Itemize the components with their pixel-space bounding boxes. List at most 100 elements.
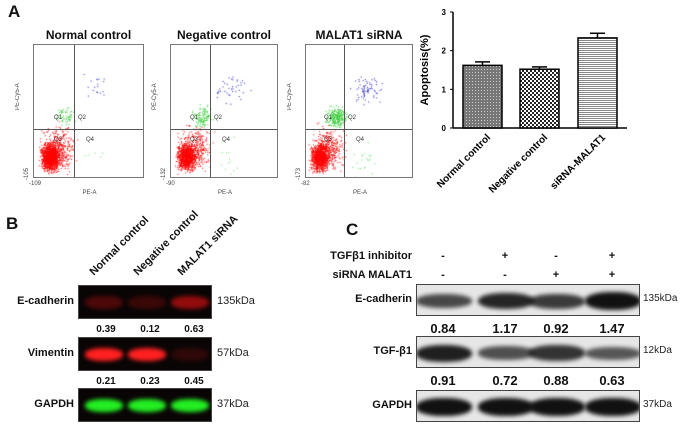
quadrant-gate-horizontal[interactable] (34, 129, 143, 130)
blot-c-quant-value: 0.63 (599, 373, 625, 388)
flow-y-axis-label: PE-Cy5-A (152, 83, 158, 110)
x-tick-label: Negative control (487, 132, 550, 195)
quadrant-gate-horizontal[interactable] (171, 129, 277, 130)
blot-c-row-label: TGF-β1 (373, 345, 413, 357)
protein-band (171, 296, 209, 309)
flow-y-axis-label: PE-Cy5-A (287, 83, 293, 110)
quadrant-label: Q3 (54, 137, 63, 143)
quadrant-label: Q4 (356, 137, 365, 143)
blot-c-kda-label: 12kDa (643, 345, 672, 356)
protein-band (128, 296, 166, 309)
flow-x-axis-label: PE-A (353, 190, 368, 196)
blot-b-gapdh-strip (78, 388, 212, 422)
blot-c-quant-value: 0.92 (543, 321, 569, 336)
y-tick-label: 3 (442, 8, 447, 17)
protein-band (529, 293, 585, 309)
protein-band (85, 296, 123, 309)
protein-band (85, 348, 123, 361)
quadrant-label: Q3 (324, 137, 333, 143)
blot-c-quant-value: 0.88 (543, 373, 569, 388)
blot-c-row-label: GAPDH (372, 399, 412, 411)
flow-scatter-plot: Q1 Q2 Q3 Q4 (305, 44, 413, 178)
protein-band (171, 399, 209, 412)
flow-x-min-tick: -82 (301, 181, 310, 187)
blot-c-strip (416, 284, 640, 316)
blot-b-kda-label: 37kDa (217, 398, 249, 410)
flow-y-min-tick: -173 (296, 167, 302, 180)
y-tick-label: 0 (442, 124, 447, 133)
y-tick-label: 1 (442, 85, 447, 94)
protein-band (529, 398, 585, 416)
protein-band (417, 398, 472, 416)
quadrant-label: Q1 (324, 115, 333, 121)
treatment-sign: - (503, 269, 507, 281)
scatter-points (34, 45, 143, 177)
quadrant-label: Q2 (214, 115, 223, 121)
blot-c-kda-label: 37kDa (643, 399, 672, 410)
quadrant-gate-vertical[interactable] (210, 45, 211, 177)
flow-y-min-tick: -132 (161, 167, 167, 180)
flow-x-axis-label: PE-A (218, 190, 233, 196)
treatment-sign: + (552, 269, 560, 281)
treatment-sign: + (501, 250, 509, 262)
protein-band (585, 398, 639, 416)
quadrant-gate-vertical[interactable] (344, 45, 345, 177)
blot-b-quant-value: 0.39 (96, 324, 116, 335)
x-tick-label: Normal control (435, 132, 493, 190)
blot-b-quant-value: 0.63 (184, 324, 204, 335)
bar-negative-control (519, 68, 560, 129)
treatment-sign: + (608, 269, 616, 281)
blot-c-kda-label: 135kDa (643, 293, 678, 304)
blot-b-quant-value: 0.21 (96, 376, 116, 387)
flow-plot-title: MALAT1 siRNA (315, 28, 403, 42)
quadrant-label: Q1 (190, 115, 199, 121)
blot-b-quant-value: 0.45 (184, 376, 204, 387)
quadrant-gate-horizontal[interactable] (306, 129, 412, 130)
quadrant-label: Q1 (54, 115, 63, 121)
flow-plot-title: Negative control (176, 28, 272, 42)
treatment-sign: + (608, 250, 616, 262)
protein-band (417, 294, 472, 308)
bar-normal-control (462, 64, 503, 129)
blot-b-row-label: Vimentin (27, 347, 74, 359)
flow-scatter-plot: Q1 Q2 Q3 Q4 (33, 44, 144, 178)
flow-plot-title: Normal control (45, 28, 132, 42)
bar-sirna-malat1 (577, 37, 618, 129)
blot-c-strip (416, 336, 640, 368)
treatment-sign: - (441, 250, 445, 262)
blot-b-vimentin-strip (78, 337, 212, 371)
blot-c-row-label: E-cadherin (355, 293, 412, 305)
treatment-sign: - (441, 269, 445, 281)
blot-c-strip (416, 390, 640, 422)
flow-x-min-tick: -90 (166, 181, 175, 187)
blot-b-e-cadherin-strip (78, 285, 212, 319)
blot-b-quant-value: 0.23 (140, 376, 160, 387)
quadrant-label: Q3 (190, 137, 199, 143)
x-tick-label: siRNA-MALAT1 (549, 132, 609, 192)
blot-c-quant-value: 1.47 (599, 321, 625, 336)
blot-c-quant-value: 0.91 (430, 373, 456, 388)
protein-band (478, 346, 534, 360)
quadrant-label: Q4 (222, 137, 231, 143)
protein-band (85, 399, 123, 412)
scatter-points (171, 45, 277, 177)
flow-y-min-tick: -105 (24, 167, 30, 180)
flow-x-axis-label: PE-A (82, 190, 97, 196)
panel-label-a: A (8, 2, 21, 21)
scatter-points (306, 45, 412, 177)
protein-band (417, 344, 472, 362)
protein-band (128, 399, 166, 412)
protein-band (128, 348, 166, 361)
quadrant-gate-vertical[interactable] (74, 45, 75, 177)
protein-band (529, 345, 585, 361)
flow-y-axis-label: PE-Cy5-A (15, 83, 21, 110)
blot-b-quant-value: 0.12 (140, 324, 160, 335)
y-axis-label: Apoptosis(%) (419, 34, 431, 105)
protein-band (478, 292, 534, 310)
treatment-label: TGFβ1 inhibitor (330, 250, 412, 262)
blot-b-row-label: E-cadherin (17, 295, 74, 307)
blot-b-kda-label: 57kDa (217, 347, 249, 359)
blot-c-quant-value: 0.72 (492, 373, 518, 388)
y-tick-label: 2 (442, 47, 447, 56)
quadrant-label: Q2 (348, 115, 357, 121)
